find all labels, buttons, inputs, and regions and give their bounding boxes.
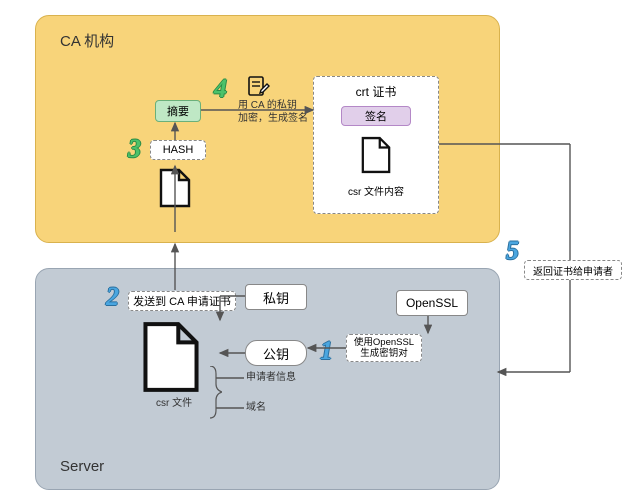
generate-keypair-box: 使用OpenSSL 生成密钥对 [346,334,422,362]
digest-label: 摘要 [167,103,189,119]
send-to-ca-box: 发送到 CA 申请证书 [128,291,236,311]
public-key-box: 公钥 [245,340,307,366]
openssl-label: OpenSSL [406,296,458,310]
edit-icon [246,74,270,103]
ca-title: CA 机构 [60,30,114,51]
hash-label: HASH [163,144,194,156]
return-cert-box: 返回证书给申请者 [524,260,622,280]
private-label: 私钥 [263,288,289,307]
crt-inner-file-icon [360,136,392,177]
genkey-line1: 使用OpenSSL [354,337,414,348]
ca-file-icon [158,168,192,213]
public-label: 公钥 [263,344,289,363]
private-key-box: 私钥 [245,284,307,310]
crt-inner-label: csr 文件内容 [348,183,404,198]
csr-item-2: 域名 [246,402,266,415]
genkey-line2: 生成密钥对 [360,348,408,359]
crt-certificate-box: crt 证书 签名 csr 文件内容 [313,76,439,214]
crt-title: crt 证书 [356,83,397,100]
csr-item-1: 申请者信息 [246,372,296,385]
hash-box: HASH [150,140,206,160]
signature-box: 签名 [341,106,411,126]
step-5-number: 5 [506,236,519,266]
send-label: 发送到 CA 申请证书 [133,293,231,309]
step-4-number: 4 [214,74,227,104]
server-title: Server [60,458,104,475]
signature-label: 签名 [365,108,387,124]
return-label: 返回证书给申请者 [533,263,613,278]
step4-line2: 加密，生成签名 [238,113,308,124]
csr-file-label: csr 文件 [156,398,192,411]
step-3-number: 3 [128,134,141,164]
digest-box: 摘要 [155,100,201,122]
step-1-number: 1 [320,336,333,366]
step-2-number: 2 [106,282,119,312]
step4-text: 用 CA 的私钥 加密，生成签名 [238,100,308,125]
csr-file-icon [140,320,202,399]
csr-bracket-icon [208,366,222,425]
openssl-box: OpenSSL [396,290,468,316]
